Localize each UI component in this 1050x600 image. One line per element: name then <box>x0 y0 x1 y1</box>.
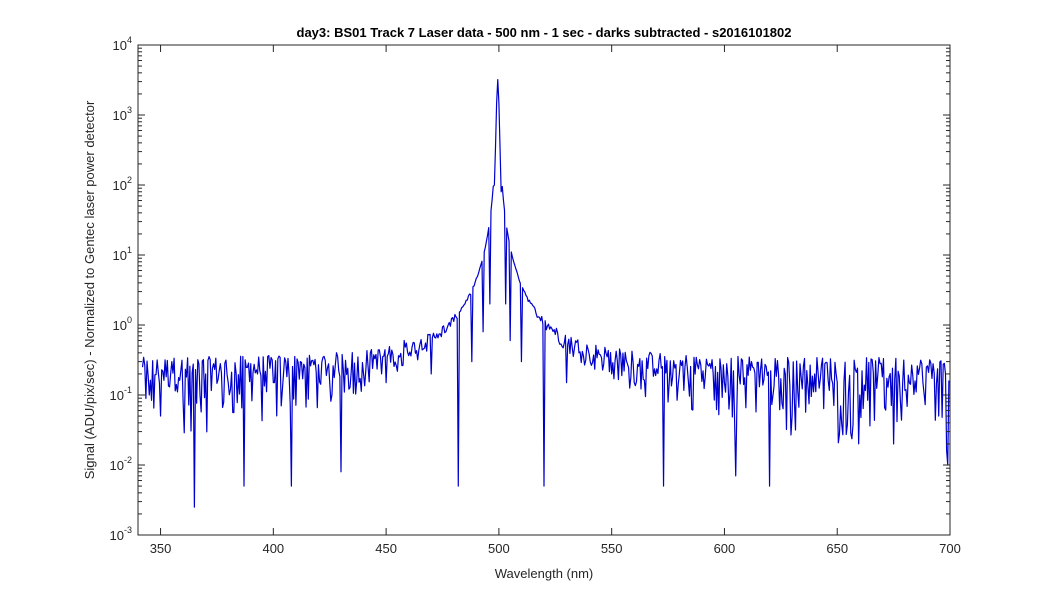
y-tick-label: 10-2 <box>110 455 132 473</box>
x-tick-label: 700 <box>939 541 961 556</box>
x-tick-label: 550 <box>601 541 623 556</box>
y-axis-ticks: 10-3 10-2 10-1 100 101 102 103 104 <box>110 35 950 543</box>
y-tick-label: 103 <box>113 105 132 123</box>
x-axis-ticks: 350 400 450 500 550 600 650 700 <box>150 45 961 556</box>
signal-series-line <box>141 79 950 508</box>
y-tick-label: 104 <box>113 35 132 53</box>
x-tick-label: 600 <box>714 541 736 556</box>
y-axis-label: Signal (ADU/pix/sec) - Normalized to Gen… <box>82 100 97 479</box>
x-tick-label: 350 <box>150 541 172 556</box>
chart-title: day3: BS01 Track 7 Laser data - 500 nm -… <box>297 25 792 40</box>
y-tick-label: 100 <box>113 315 132 333</box>
y-tick-label: 101 <box>113 245 132 263</box>
y-tick-label: 10-1 <box>110 385 132 403</box>
x-tick-label: 500 <box>488 541 510 556</box>
series-group <box>141 79 950 508</box>
y-tick-label: 10-3 <box>110 525 132 543</box>
x-tick-label: 450 <box>375 541 397 556</box>
x-axis-label: Wavelength (nm) <box>495 566 594 581</box>
y-tick-label: 102 <box>113 175 132 193</box>
plot-frame <box>137 44 951 536</box>
x-tick-label: 650 <box>826 541 848 556</box>
x-tick-label: 400 <box>262 541 284 556</box>
